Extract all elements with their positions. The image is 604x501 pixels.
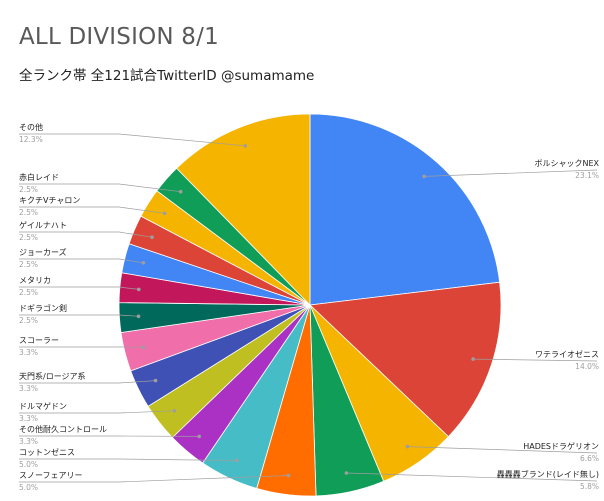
- slice-label: HADESドラゲリオン: [523, 441, 599, 451]
- slice-label: ワテライオゼニス: [535, 349, 599, 359]
- slice-label: スノーフェアリー: [19, 471, 83, 480]
- slice-percent: 14.0%: [575, 362, 599, 371]
- leader-line: [19, 410, 175, 414]
- leader-dot: [150, 235, 154, 239]
- slice-label: ドギラゴン剣: [19, 303, 67, 313]
- leader-line: [19, 286, 139, 290]
- slice-label: 天門系/ロージア系: [19, 371, 86, 381]
- leader-dot: [136, 314, 141, 319]
- slice-percent: 5.0%: [19, 460, 38, 469]
- leader-line: [19, 231, 153, 238]
- slice-percent: 2.5%: [19, 233, 38, 242]
- slice-label: 赤白レイド: [19, 172, 59, 182]
- slice-1: [309, 113, 501, 306]
- leader-line: [19, 183, 181, 193]
- leader-lines: [19, 133, 598, 483]
- leader-dot: [162, 211, 167, 216]
- slice-percent: 5.8%: [580, 482, 599, 491]
- slice-percent: 3.3%: [19, 348, 38, 357]
- slice-percent: 23.1%: [575, 171, 599, 180]
- slice-label: ジョーカーズ: [19, 247, 67, 257]
- leader-line: [19, 475, 289, 483]
- slice-label: メタリカ: [19, 276, 51, 285]
- slice-percent: 2.5%: [19, 260, 38, 269]
- slice-percent: 5.0%: [19, 483, 38, 492]
- leader-dot: [344, 471, 349, 475]
- slice-percent: 6.6%: [580, 454, 599, 463]
- leader-line: [407, 446, 598, 454]
- leader-dot: [141, 345, 146, 350]
- leader-dot: [286, 473, 291, 478]
- leader-dot: [243, 144, 247, 148]
- leader-dot: [405, 444, 410, 449]
- slice-label: キクチVチャロン: [19, 196, 80, 205]
- slice-percent: 2.5%: [19, 185, 38, 194]
- leader-line: [19, 258, 144, 264]
- leader-dot: [422, 174, 426, 179]
- leader-line: [424, 169, 598, 177]
- leader-dot: [471, 357, 475, 361]
- leader-line: [19, 458, 237, 461]
- slice-percent: 2.5%: [19, 288, 38, 297]
- leader-line: [473, 358, 598, 362]
- leader-dot: [197, 434, 201, 439]
- slice-label: ゲイルナハト: [19, 220, 67, 230]
- leader-line: [19, 133, 246, 147]
- slice-percent: 2.5%: [19, 316, 38, 325]
- chart-subtitle: 全ランク帯 全121試合TwitterID @sumamame: [19, 68, 315, 84]
- slice-percent: 3.3%: [19, 384, 38, 393]
- slice-label: コットンゼニス: [19, 447, 75, 457]
- slice-2: [309, 281, 502, 438]
- slice-label: スコーラー: [19, 336, 59, 345]
- leader-line: [19, 380, 156, 384]
- slice-percent: 12.3%: [19, 135, 43, 144]
- leader-line: [346, 472, 598, 482]
- leader-dot: [235, 458, 239, 463]
- leader-dot: [137, 287, 141, 292]
- slice-label: その他: [19, 122, 43, 132]
- chart-title: ALL DIVISION 8/1: [19, 24, 219, 50]
- slice-label: ボルシャックNEX: [534, 159, 599, 168]
- leader-dot: [153, 378, 158, 383]
- leader-line: [19, 206, 165, 214]
- slice-label: その他耐久コントロール: [19, 424, 107, 434]
- slice-percent: 3.3%: [19, 414, 38, 423]
- slice-labels: ボルシャックNEX 23.1% ワテライオゼニス 14.0% HADESドラゲリオン 6.…: [19, 122, 600, 492]
- slice-percent: 2.5%: [19, 208, 38, 217]
- leader-line: [19, 314, 139, 317]
- leader-dot: [172, 409, 177, 413]
- leader-dot: [178, 189, 183, 194]
- slice-label: ドルマゲドン: [19, 401, 67, 411]
- slice-17: [176, 113, 311, 306]
- leader-dot: [141, 261, 146, 265]
- slice-label: 轟轟轟ブランド(レイド無し): [497, 469, 599, 479]
- pie-slices: [118, 113, 502, 497]
- slice-percent: 3.3%: [19, 437, 38, 446]
